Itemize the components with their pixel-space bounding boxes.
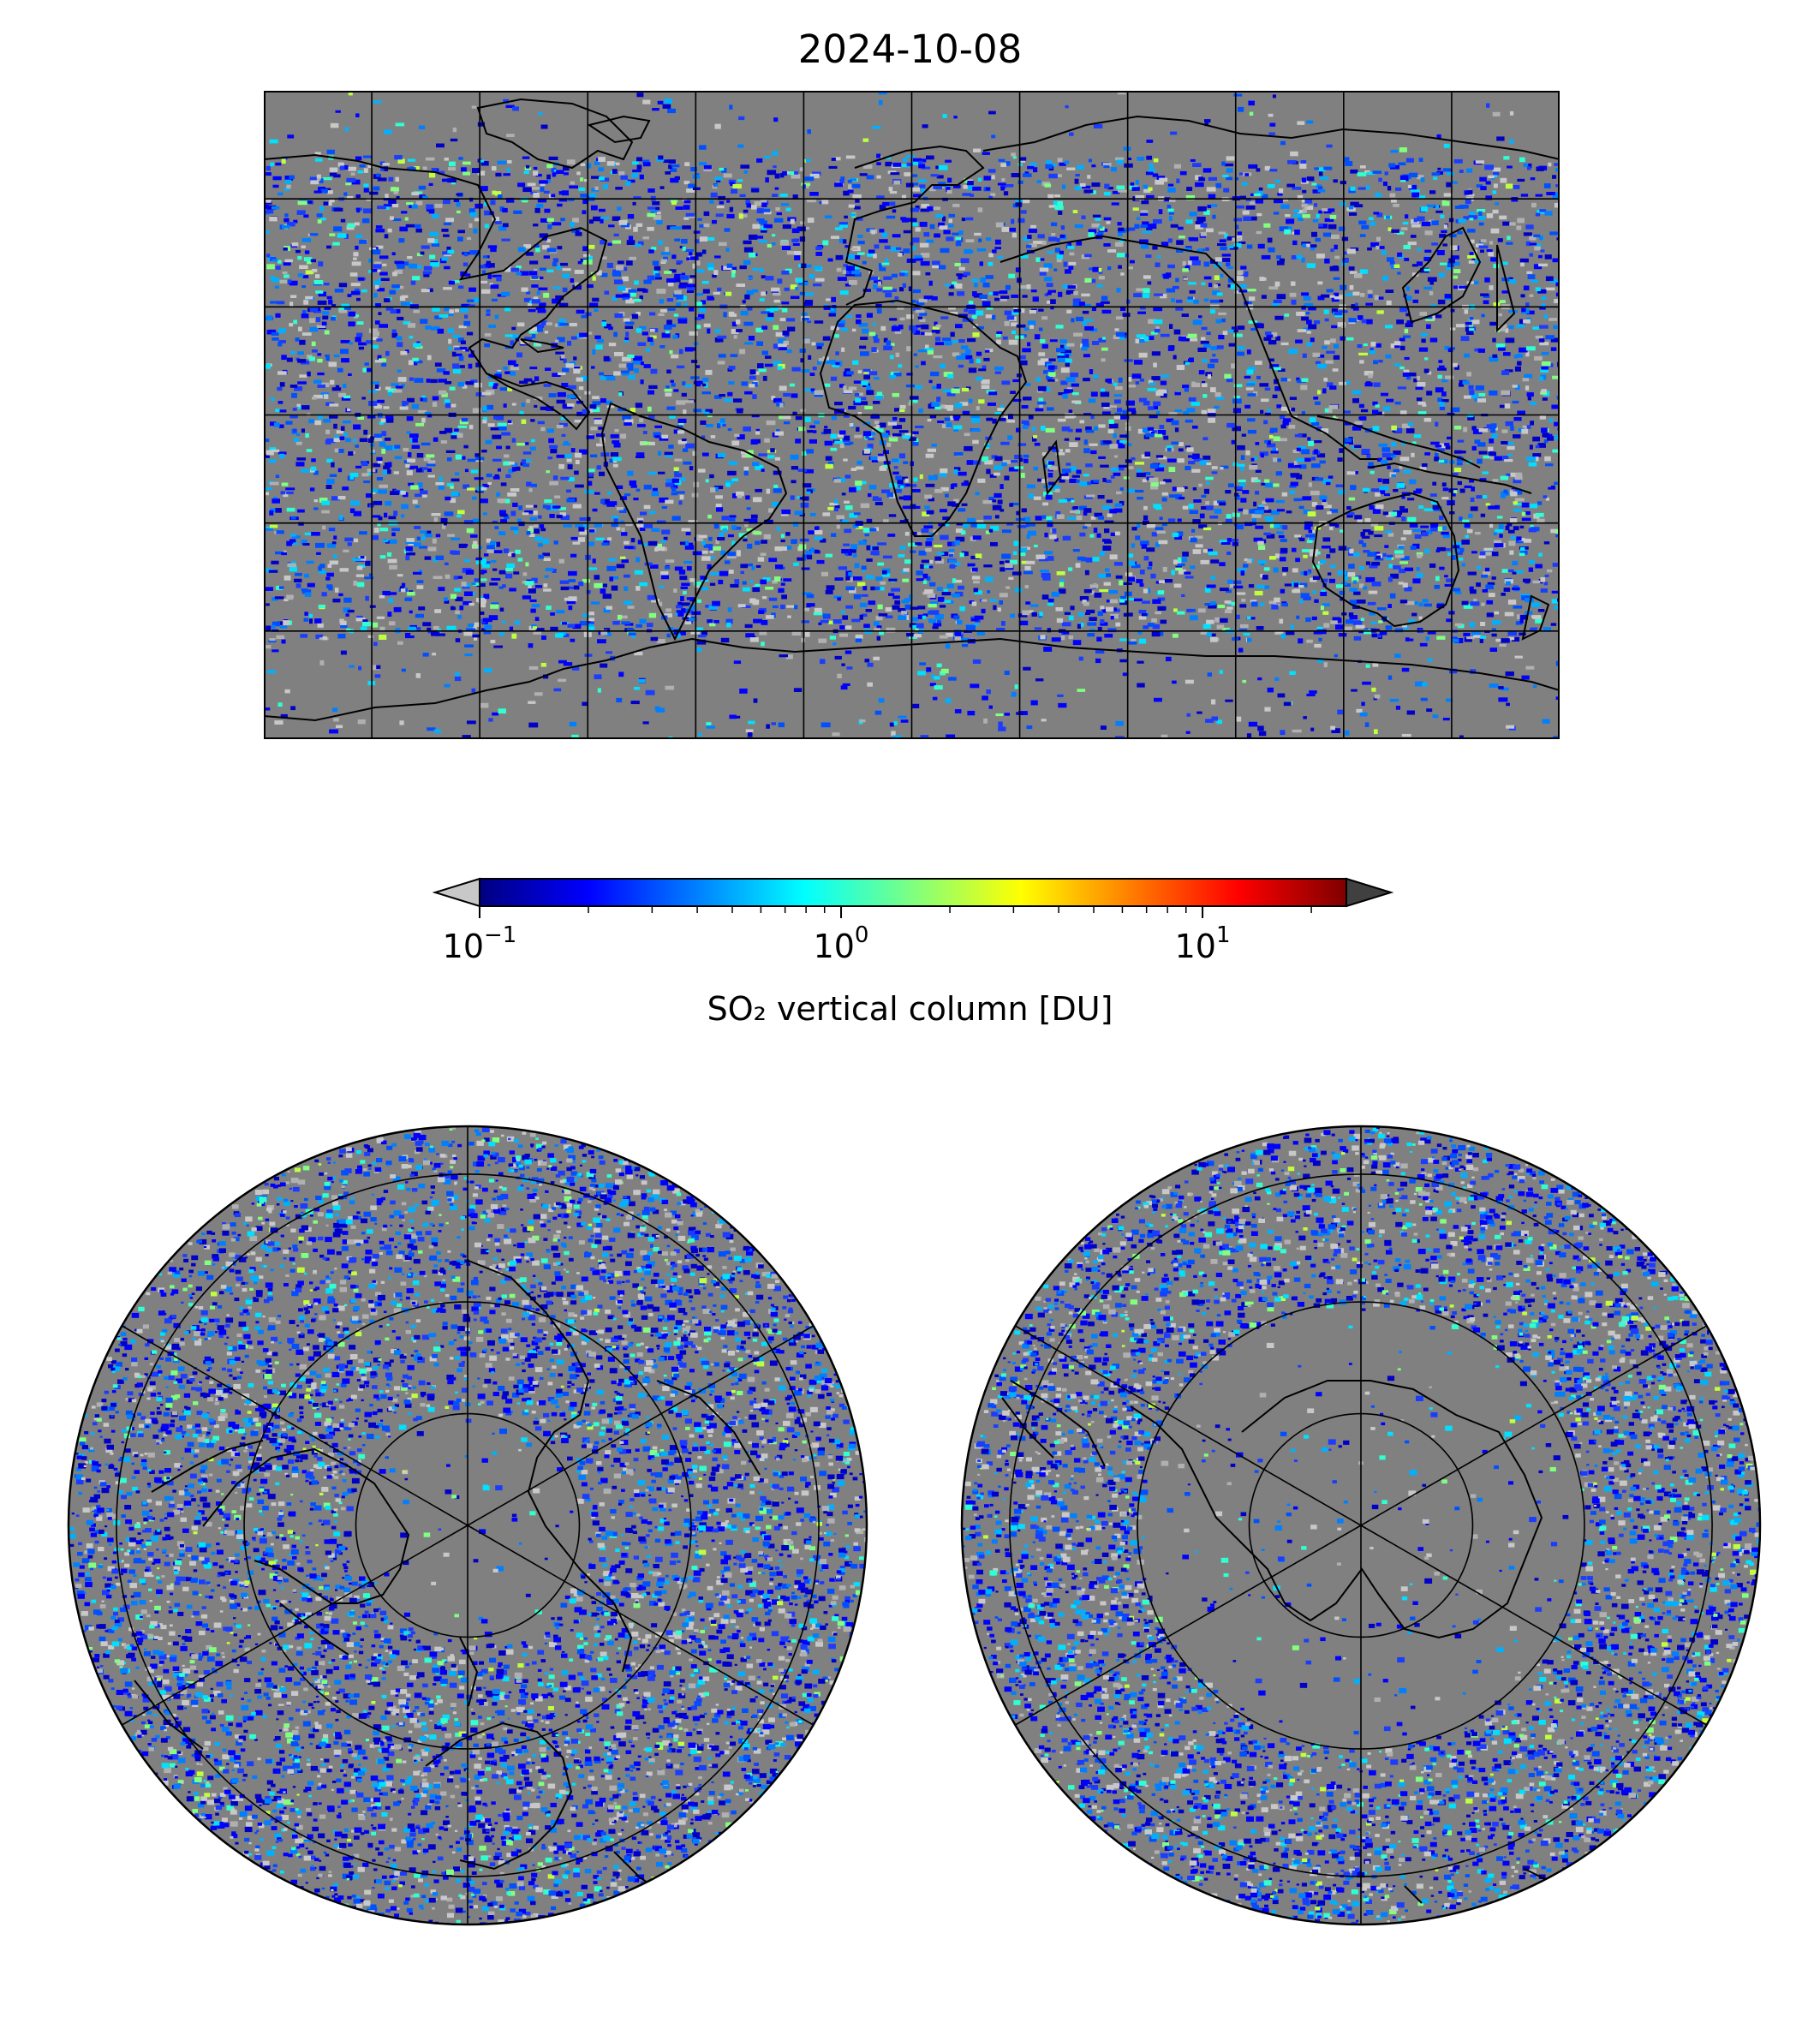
colorbar-tick-label: 10−1	[443, 922, 517, 965]
south-polar-map	[960, 1125, 1762, 1926]
colorbar: 10−1 100 101	[432, 877, 1394, 965]
north-polar-so2-pixels	[69, 1126, 867, 1925]
meridian-line	[1015, 1325, 1362, 1526]
meridian-line	[122, 1325, 468, 1526]
colorbar-tick-label: 100	[814, 922, 869, 965]
meridian-line	[1360, 1525, 1707, 1726]
figure-title: 2024-10-08	[0, 27, 1820, 72]
meridian-line	[467, 1325, 814, 1526]
north-polar-gridlines	[116, 1126, 820, 1925]
meridian-line	[122, 1525, 468, 1726]
meridian-line	[467, 1525, 814, 1726]
global-map-frame	[264, 91, 1560, 739]
meridian-line	[1015, 1525, 1362, 1726]
global-map	[264, 91, 1560, 739]
colorbar-frame	[479, 878, 1347, 907]
colorbar-label: SO₂ vertical column [DU]	[0, 990, 1820, 1028]
colorbar-ticks: 10−1 100 101	[443, 906, 1312, 965]
colorbar-gradient	[480, 879, 1346, 906]
north-polar-map	[67, 1125, 868, 1926]
north-polar-boundary	[67, 1125, 868, 1926]
global-map-so2-pixels	[264, 91, 1560, 739]
south-polar-so2-pixels	[962, 1126, 1760, 1925]
colorbar-tick-label: 101	[1175, 922, 1231, 965]
south-polar-boundary	[960, 1125, 1762, 1926]
meridian-line	[1360, 1325, 1707, 1526]
global-map-gridlines	[264, 91, 1560, 739]
colorbar-under-extension	[432, 877, 480, 908]
south-polar-gridlines	[1009, 1126, 1713, 1925]
colorbar-over-extension	[1346, 877, 1394, 908]
